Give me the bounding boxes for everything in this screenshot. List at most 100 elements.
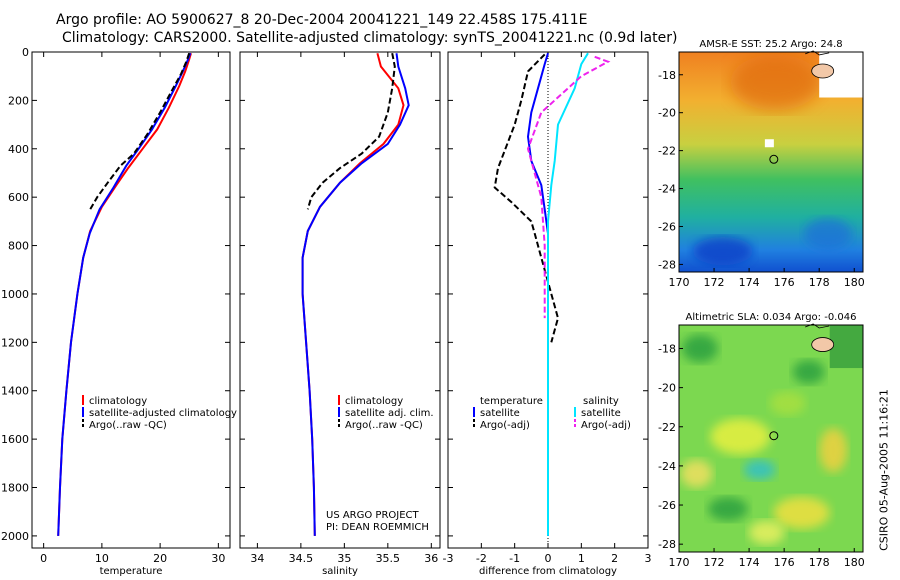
island-shape (811, 63, 835, 79)
map-x-tick-label: 170 (669, 276, 690, 289)
map-frame-sst-map (678, 51, 864, 273)
x-axis-label: difference from climatology (479, 566, 617, 577)
x-axis-label: salinity (322, 566, 358, 577)
legend-label: climatology (89, 396, 147, 407)
plot-title-line1: Argo profile: AO 5900627_8 20-Dec-2004 2… (56, 12, 588, 28)
legend-label: Argo(..raw -QC) (89, 420, 167, 431)
x-tick-label: 3 (645, 552, 652, 565)
map-y-tick-label: -26 (658, 499, 676, 512)
map-field-sla-map (679, 325, 863, 552)
y-tick-label: 1600 (1, 433, 29, 446)
sla-blob (682, 334, 719, 363)
x-tick-label: 30 (211, 552, 225, 565)
dark-patch (829, 325, 863, 369)
legend-label: satellite adj. clim. (345, 408, 434, 419)
project-annotation: PI: DEAN ROEMMICH (326, 522, 429, 533)
plot-title-line2: Climatology: CARS2000. Satellite-adjuste… (62, 30, 678, 46)
series-line-temperature-satellite (526, 52, 549, 536)
y-tick-label: 400 (8, 143, 29, 156)
legend-label: Argo(-adj) (480, 420, 530, 431)
map-y-tick-label: -26 (658, 220, 676, 233)
y-tick-label: 600 (8, 191, 29, 204)
x-tick-label: 34 (250, 552, 264, 565)
map-y-tick-label: -28 (658, 258, 676, 271)
map-y-tick-label: -22 (658, 145, 676, 158)
legend-label: Argo(-adj) (581, 420, 631, 431)
island-shape (811, 337, 835, 352)
y-tick-label: 800 (8, 240, 29, 253)
sla-blob (769, 391, 806, 416)
map-x-tick-label: 180 (844, 556, 865, 569)
y-tick-label: 0 (22, 46, 29, 59)
map-x-tick-label: 174 (739, 276, 760, 289)
plot-frame-temperature-profile (31, 51, 231, 549)
y-tick-label: 200 (8, 94, 29, 107)
sla-blob (680, 459, 713, 488)
sla-blob (710, 418, 771, 455)
legend-label: satellite (581, 408, 621, 419)
legend-group-label: salinity (583, 396, 619, 407)
legend-label: satellite-adjusted climatology (89, 408, 237, 419)
x-tick-label: -2 (476, 552, 487, 565)
legend-group-label: temperature (480, 396, 543, 407)
map-y-tick-label: -18 (658, 69, 676, 82)
series-line-argo-raw-qc- (89, 52, 191, 210)
x-tick-label: -1 (509, 552, 520, 565)
x-tick-label: 36 (424, 552, 438, 565)
map-y-tick-label: -18 (658, 342, 676, 355)
series-line-salinity-argo-adj- (526, 55, 611, 319)
map-x-tick-label: 170 (669, 556, 690, 569)
map-x-tick-label: 178 (809, 556, 830, 569)
map-y-tick-label: -28 (658, 538, 676, 551)
x-tick-label: -3 (443, 552, 454, 565)
x-tick-label: 0 (545, 552, 552, 565)
x-axis-label: temperature (100, 566, 163, 577)
missing-data-cell (764, 139, 774, 148)
float-position-marker (769, 431, 779, 441)
x-tick-label: 34.5 (289, 552, 314, 565)
map-y-tick-label: -22 (658, 421, 676, 434)
sla-blob (743, 459, 776, 480)
map-x-tick-label: 176 (774, 276, 795, 289)
y-tick-label: 1000 (1, 288, 29, 301)
map-y-tick-label: -20 (658, 107, 676, 120)
x-tick-label: 2 (611, 552, 618, 565)
series-line-argo-raw-qc- (306, 53, 396, 210)
cool-blob (803, 218, 852, 251)
y-tick-label: 1400 (1, 385, 29, 398)
map-y-tick-label: -24 (658, 183, 676, 196)
map-x-tick-label: 180 (844, 276, 865, 289)
map-frame-sla-map (678, 324, 864, 553)
map-x-tick-label: 174 (739, 556, 760, 569)
sla-blob (819, 428, 848, 473)
legend-label: climatology (345, 396, 403, 407)
warm-blob (730, 54, 821, 111)
series-line-satellite-adj-clim- (301, 53, 410, 536)
sla-blob (708, 496, 749, 521)
sla-blob (748, 520, 785, 545)
map-title: AMSR-E SST: 25.2 Argo: 24.8 (699, 39, 842, 50)
sla-blob (773, 496, 830, 529)
map-x-tick-label: 178 (809, 276, 830, 289)
map-y-tick-label: -24 (658, 460, 676, 473)
x-tick-label: 35.5 (376, 552, 401, 565)
project-annotation: US ARGO PROJECT (326, 510, 420, 521)
x-tick-label: 1 (578, 552, 585, 565)
float-position-marker (769, 154, 779, 164)
y-tick-label: 1200 (1, 336, 29, 349)
legend-label: Argo(..raw -QC) (345, 420, 423, 431)
map-x-tick-label: 176 (774, 556, 795, 569)
series-line-climatology (301, 52, 405, 536)
x-tick-label: 35 (337, 552, 351, 565)
series-line-satellite-adjusted-climatology (57, 52, 192, 536)
map-x-tick-label: 172 (704, 556, 725, 569)
x-tick-label: 0 (40, 552, 47, 565)
timestamp-stamp: CSIRO 05-Aug-2005 11:16:21 (877, 389, 891, 551)
sla-blob (792, 359, 825, 384)
map-x-tick-label: 172 (704, 276, 725, 289)
plot-frame-salinity-profile (239, 51, 441, 549)
x-tick-label: 20 (153, 552, 167, 565)
map-y-tick-label: -20 (658, 382, 676, 395)
x-tick-label: 10 (95, 552, 109, 565)
